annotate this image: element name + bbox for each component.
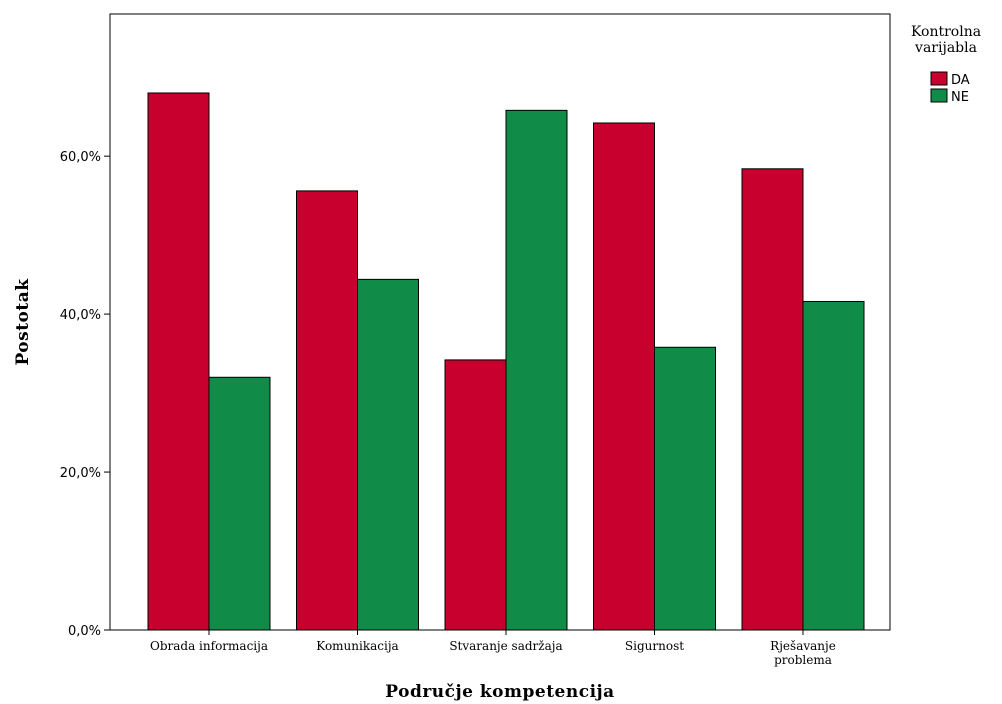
x-tick-label: Obrada informacija	[150, 639, 268, 653]
x-tick-label: Rješavanje	[770, 639, 836, 653]
y-tick-label: 60,0%	[60, 150, 101, 165]
y-tick-label: 0,0%	[68, 624, 101, 639]
bar-ne-0	[208, 376, 271, 631]
y-axis-title: Postotak	[13, 278, 33, 366]
legend-swatch-ne	[930, 88, 948, 103]
bar-da-3	[593, 122, 655, 631]
bars-group	[147, 92, 865, 631]
bar-ne-1	[357, 278, 419, 631]
legend-swatch-da	[930, 71, 948, 86]
bar-ne-3	[654, 346, 716, 631]
y-tick-label: 40,0%	[60, 308, 101, 323]
x-tick-label: Sigurnost	[625, 639, 684, 653]
bar-da-2	[444, 359, 507, 631]
x-tick-label: Komunikacija	[316, 639, 398, 653]
bar-da-1	[296, 190, 358, 631]
legend-title: varijabla	[914, 40, 977, 56]
y-axis: 0,0% 20,0% 40,0% 60,0%	[60, 150, 110, 639]
legend-label-ne: NE	[951, 90, 969, 105]
x-axis-title: Područje kompetencija	[385, 682, 614, 702]
y-tick-label: 20,0%	[60, 466, 101, 481]
bar-ne-2	[505, 109, 568, 631]
bar-da-4	[741, 168, 804, 631]
legend-title: Kontrolna	[911, 24, 981, 40]
bar-da-0	[147, 92, 210, 631]
bar-ne-4	[802, 300, 865, 631]
legend-label-da: DA	[951, 73, 970, 88]
x-axis: Obrada informacija Komunikacija Stvaranje …	[150, 630, 836, 667]
x-tick-label: Stvaranje sadržaja	[449, 639, 562, 653]
x-tick-label: problema	[774, 653, 832, 667]
